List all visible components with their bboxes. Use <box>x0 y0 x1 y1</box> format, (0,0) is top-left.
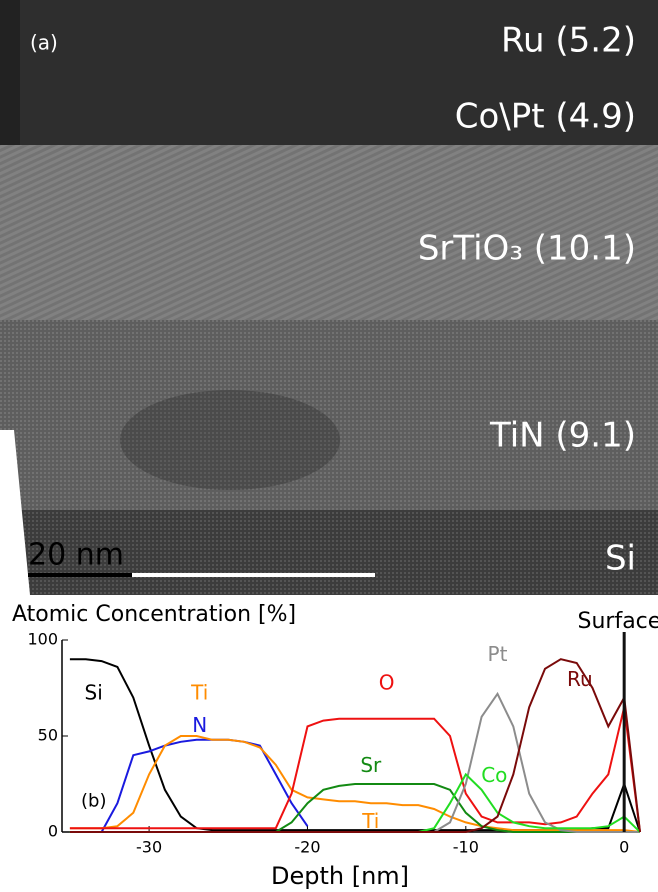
series-line <box>69 783 640 833</box>
y-tick-label: 100 <box>27 630 58 649</box>
x-tick-label: 0 <box>619 838 629 857</box>
series-line <box>69 706 641 833</box>
series-label: O <box>379 671 395 695</box>
series-label: Ti <box>361 809 379 833</box>
series-label: N <box>192 713 207 737</box>
series-label: Sr <box>360 753 382 777</box>
y-tick-label: 50 <box>38 726 58 745</box>
series-label: Si <box>85 680 103 704</box>
chart-title: Atomic Concentration [%] <box>12 602 296 627</box>
series-label: Pt <box>488 642 508 666</box>
series-line <box>100 738 309 833</box>
layer-label: Co\Pt (4.9) <box>455 97 636 137</box>
y-tick-label: 0 <box>48 822 58 841</box>
x-axis-label: Depth [nm] <box>271 862 409 890</box>
x-tick-label: -30 <box>136 838 162 857</box>
series-line <box>69 658 641 833</box>
series-label: Co <box>481 763 507 787</box>
x-tick-label: -20 <box>294 838 320 857</box>
panel-label: (a) <box>30 31 58 55</box>
x-tick-label: -10 <box>453 838 479 857</box>
layer-label: Si <box>605 539 636 579</box>
layer-label: TiN (9.1) <box>489 416 636 456</box>
series-line <box>69 735 641 833</box>
annotation: (b) <box>81 790 106 811</box>
annotation: Surface <box>578 609 658 634</box>
series-line <box>69 658 641 833</box>
series-label: Ru <box>567 667 593 691</box>
series-label: Ti <box>190 680 208 704</box>
layer-label: SrTiO₃ (10.1) <box>418 229 636 269</box>
layer-label: Ru (5.2) <box>501 21 636 61</box>
scale-bar-label: 20 nm <box>28 538 124 573</box>
micrograph: (a) Ru (5.2) Co\Pt (4.9) SrTiO₃ (10.1) T… <box>0 0 658 595</box>
